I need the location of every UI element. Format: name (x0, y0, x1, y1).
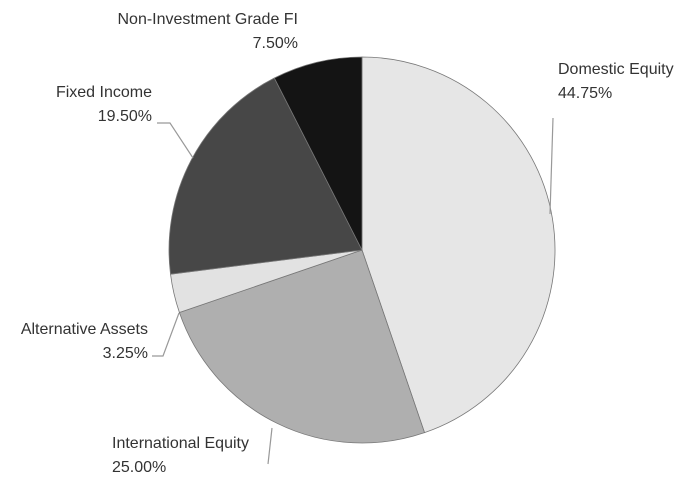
leader-line (157, 122, 194, 159)
leader-line (549, 117, 554, 215)
slice-value-label: 3.25% (103, 345, 148, 362)
slice-value-label: 19.50% (98, 108, 152, 125)
slice-label: Non-Investment Grade FI (117, 11, 298, 28)
pie-slice (273, 56, 363, 251)
slice-value-label: 7.50% (253, 35, 298, 52)
pie-slice (178, 249, 426, 444)
slice-label: Alternative Assets (21, 321, 148, 338)
slice-label: Domestic Equity (558, 61, 674, 78)
slice-value-label: 44.75% (558, 85, 612, 102)
slice-value-label: 25.00% (112, 459, 166, 476)
slice-label: International Equity (112, 435, 249, 452)
slice-label: Fixed Income (56, 84, 152, 101)
leader-line (152, 312, 180, 357)
pie-slice (168, 77, 363, 275)
leader-line (267, 427, 273, 465)
pie-slice (361, 56, 556, 434)
